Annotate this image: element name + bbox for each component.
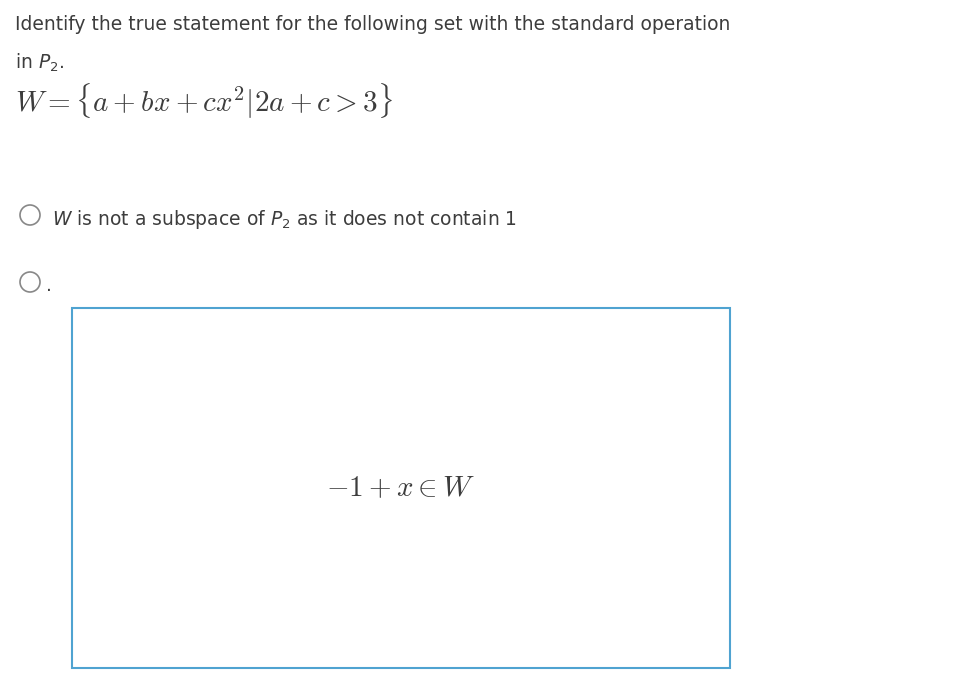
Text: Identify the true statement for the following set with the standard operation: Identify the true statement for the foll… xyxy=(15,15,731,34)
Text: $-1+x\in W$: $-1+x\in W$ xyxy=(326,474,476,502)
Text: .: . xyxy=(46,276,52,295)
Text: in $P_2$.: in $P_2$. xyxy=(15,52,64,74)
Text: $W=\{a+bx+cx^2|2a+c>3\}$: $W=\{a+bx+cx^2|2a+c>3\}$ xyxy=(15,82,393,122)
Text: $W$ is not a subspace of $P_2$ as it does not contain 1: $W$ is not a subspace of $P_2$ as it doe… xyxy=(52,208,517,231)
